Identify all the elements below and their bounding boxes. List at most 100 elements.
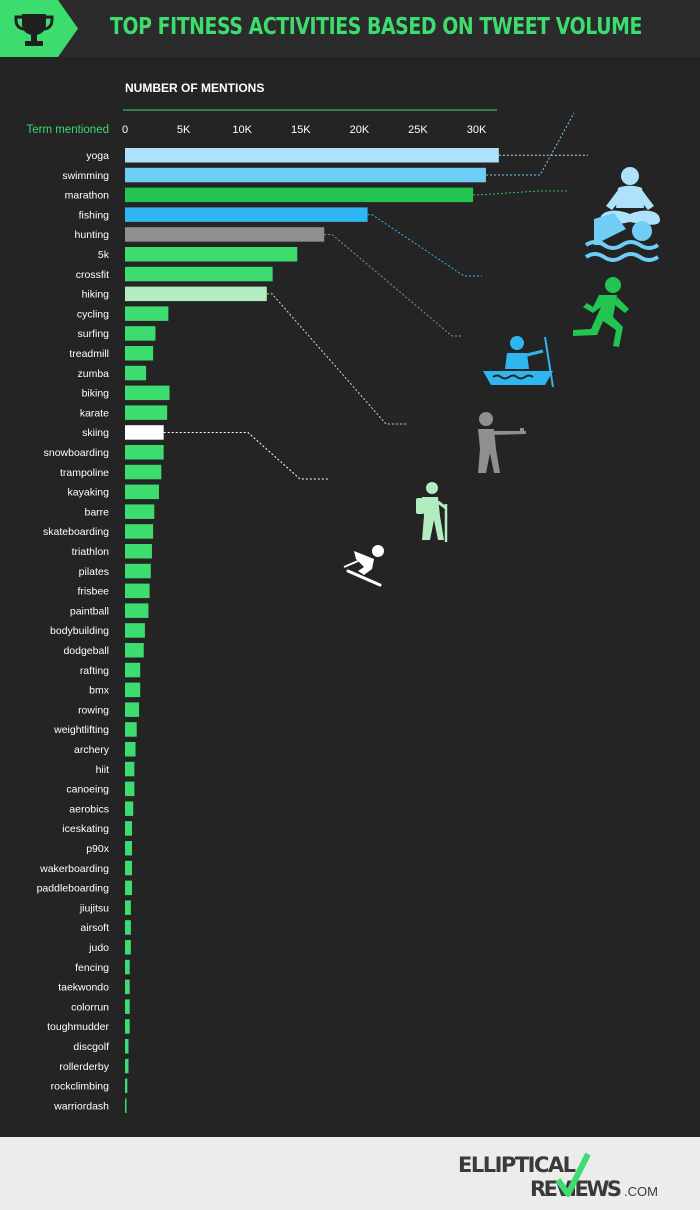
leader-line-skiing [163,431,330,480]
category-label: canoeing [66,784,109,796]
bar-yoga [125,148,499,163]
category-label: rollerderby [59,1061,109,1073]
bar-5k [125,247,298,262]
category-label: treadmill [69,348,109,360]
bar-taekwondo [125,979,130,995]
category-label: wakerboarding [39,863,109,875]
category-label: warriordash [53,1100,109,1112]
category-label: zumba [77,368,109,380]
category-label: iceskating [62,823,109,835]
category-label: toughmudder [47,1021,109,1033]
trophy-badge [0,0,78,57]
bar-swimming [125,167,486,183]
hiker-icon [416,482,448,542]
footer: ELLIPTICAL REVIEWS .COM [0,1137,700,1210]
bar-biking [125,385,170,401]
bar-skiing [125,425,164,440]
bar-surfing [125,326,156,341]
logo-line-1: ELLIPTICAL [458,1153,576,1177]
category-label: yoga [86,150,109,162]
x-tick-label: 25K [408,124,428,136]
bar-judo [125,940,131,955]
logo-suffix: .COM [624,1184,658,1199]
category-label: pilates [79,566,109,578]
runner-icon [573,277,629,347]
bar-cycling [125,306,169,321]
category-label: colorrun [71,1001,109,1013]
fishing-boat-icon [483,336,554,388]
category-label: karate [80,407,109,419]
category-label: hiit [96,764,110,776]
category-label: crossfit [76,269,109,281]
x-tick-label: 0 [122,124,128,136]
category-label: biking [82,388,110,400]
x-tick-label: 5K [177,124,191,136]
category-label: cycling [77,308,109,320]
bar-treadmill [125,346,154,361]
elliptical-reviews-logo: ELLIPTICAL REVIEWS .COM [458,1152,658,1201]
bar-triathlon [125,544,152,559]
bar-p90x [125,841,133,856]
checkmark-icon [555,1152,591,1197]
page-title: TOP FITNESS ACTIVITIES BASED ON TWEET VO… [110,14,642,40]
category-label: dodgeball [63,645,109,657]
bar-rowing [125,702,140,717]
bar-dodgeball [125,643,144,658]
skier-icon [343,545,384,587]
x-tick-label: 15K [291,124,311,136]
bar-canoeing [125,781,135,797]
bar-bmx [125,682,141,698]
bar-hiking [125,286,267,302]
bar-iceskating [125,821,133,836]
bar-zumba [125,365,147,381]
hunter-icon [478,412,526,473]
category-label: p90x [86,843,110,855]
leader-line-hiking [266,293,408,425]
bar-fishing [125,207,368,222]
x-tick-label: 10K [232,124,252,136]
bar-pilates [125,563,151,579]
category-label: judo [88,942,109,954]
category-label: rafting [80,665,109,677]
x-tick-label: 30K [467,124,487,136]
category-label: fishing [79,209,110,221]
category-label: fencing [75,962,109,974]
category-label: barre [84,506,109,518]
category-label: bmx [89,685,110,697]
category-label: surfing [77,328,109,340]
category-label: triathlon [72,546,110,558]
bar-aerobics [125,801,134,816]
bar-kayaking [125,484,159,500]
bar-airsoft [125,920,131,935]
category-label: snowboarding [44,447,110,459]
bar-weightlifting [125,722,137,737]
bar-bodybuilding [125,623,145,638]
bar-hunting [125,227,325,242]
bar-rafting [125,662,141,678]
category-label: rockclimbing [51,1081,110,1093]
bar-rockclimbing [125,1078,128,1094]
swimmer-icon [584,213,660,262]
bar-hiit [125,761,135,777]
bar-jiujitsu [125,900,131,915]
header-bar: TOP FITNESS ACTIVITIES BASED ON TWEET VO… [0,0,700,57]
bar-chart: NUMBER OF MENTIONS Term mentioned 0 5K 10K… [27,81,660,1113]
trophy-icon [14,14,54,46]
leader-line-hunting [324,233,462,337]
bar-wakerboarding [125,860,133,876]
category-label: swimming [62,170,109,182]
bar-rollerderby [125,1058,129,1074]
category-label: weightlifting [53,724,109,736]
category-label: frisbee [77,586,109,598]
leader-line-marathon [473,190,568,196]
y-axis-label: Term mentioned [27,124,109,136]
category-label: 5k [98,249,110,261]
category-label: archery [74,744,110,756]
category-label: rowing [78,704,109,716]
bar-archery [125,742,136,757]
category-label: skiing [82,427,109,439]
leader-line-fishing [367,214,482,277]
category-label: airsoft [80,922,109,934]
bar-skateboarding [125,524,154,539]
bar-frisbee [125,583,150,599]
